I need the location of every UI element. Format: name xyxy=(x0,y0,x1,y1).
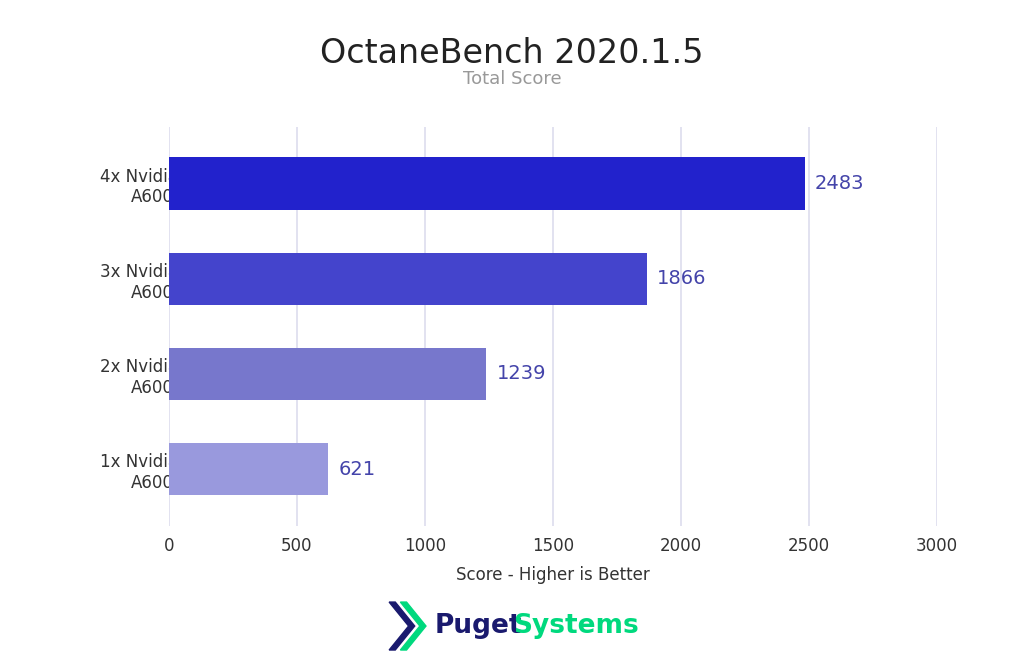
Text: Systems: Systems xyxy=(514,613,639,639)
Bar xyxy=(169,157,805,210)
X-axis label: Score - Higher is Better: Score - Higher is Better xyxy=(456,566,650,584)
Polygon shape xyxy=(400,602,426,650)
Text: Puget: Puget xyxy=(434,613,521,639)
Text: 1866: 1866 xyxy=(657,269,707,288)
Text: 1239: 1239 xyxy=(497,364,546,384)
Text: 2483: 2483 xyxy=(815,174,864,193)
Polygon shape xyxy=(389,602,415,650)
Bar xyxy=(169,252,647,305)
Text: Total Score: Total Score xyxy=(463,70,561,88)
Bar xyxy=(169,348,486,400)
Bar xyxy=(169,443,328,496)
Text: OctaneBench 2020.1.5: OctaneBench 2020.1.5 xyxy=(321,37,703,70)
Text: 621: 621 xyxy=(338,460,376,479)
